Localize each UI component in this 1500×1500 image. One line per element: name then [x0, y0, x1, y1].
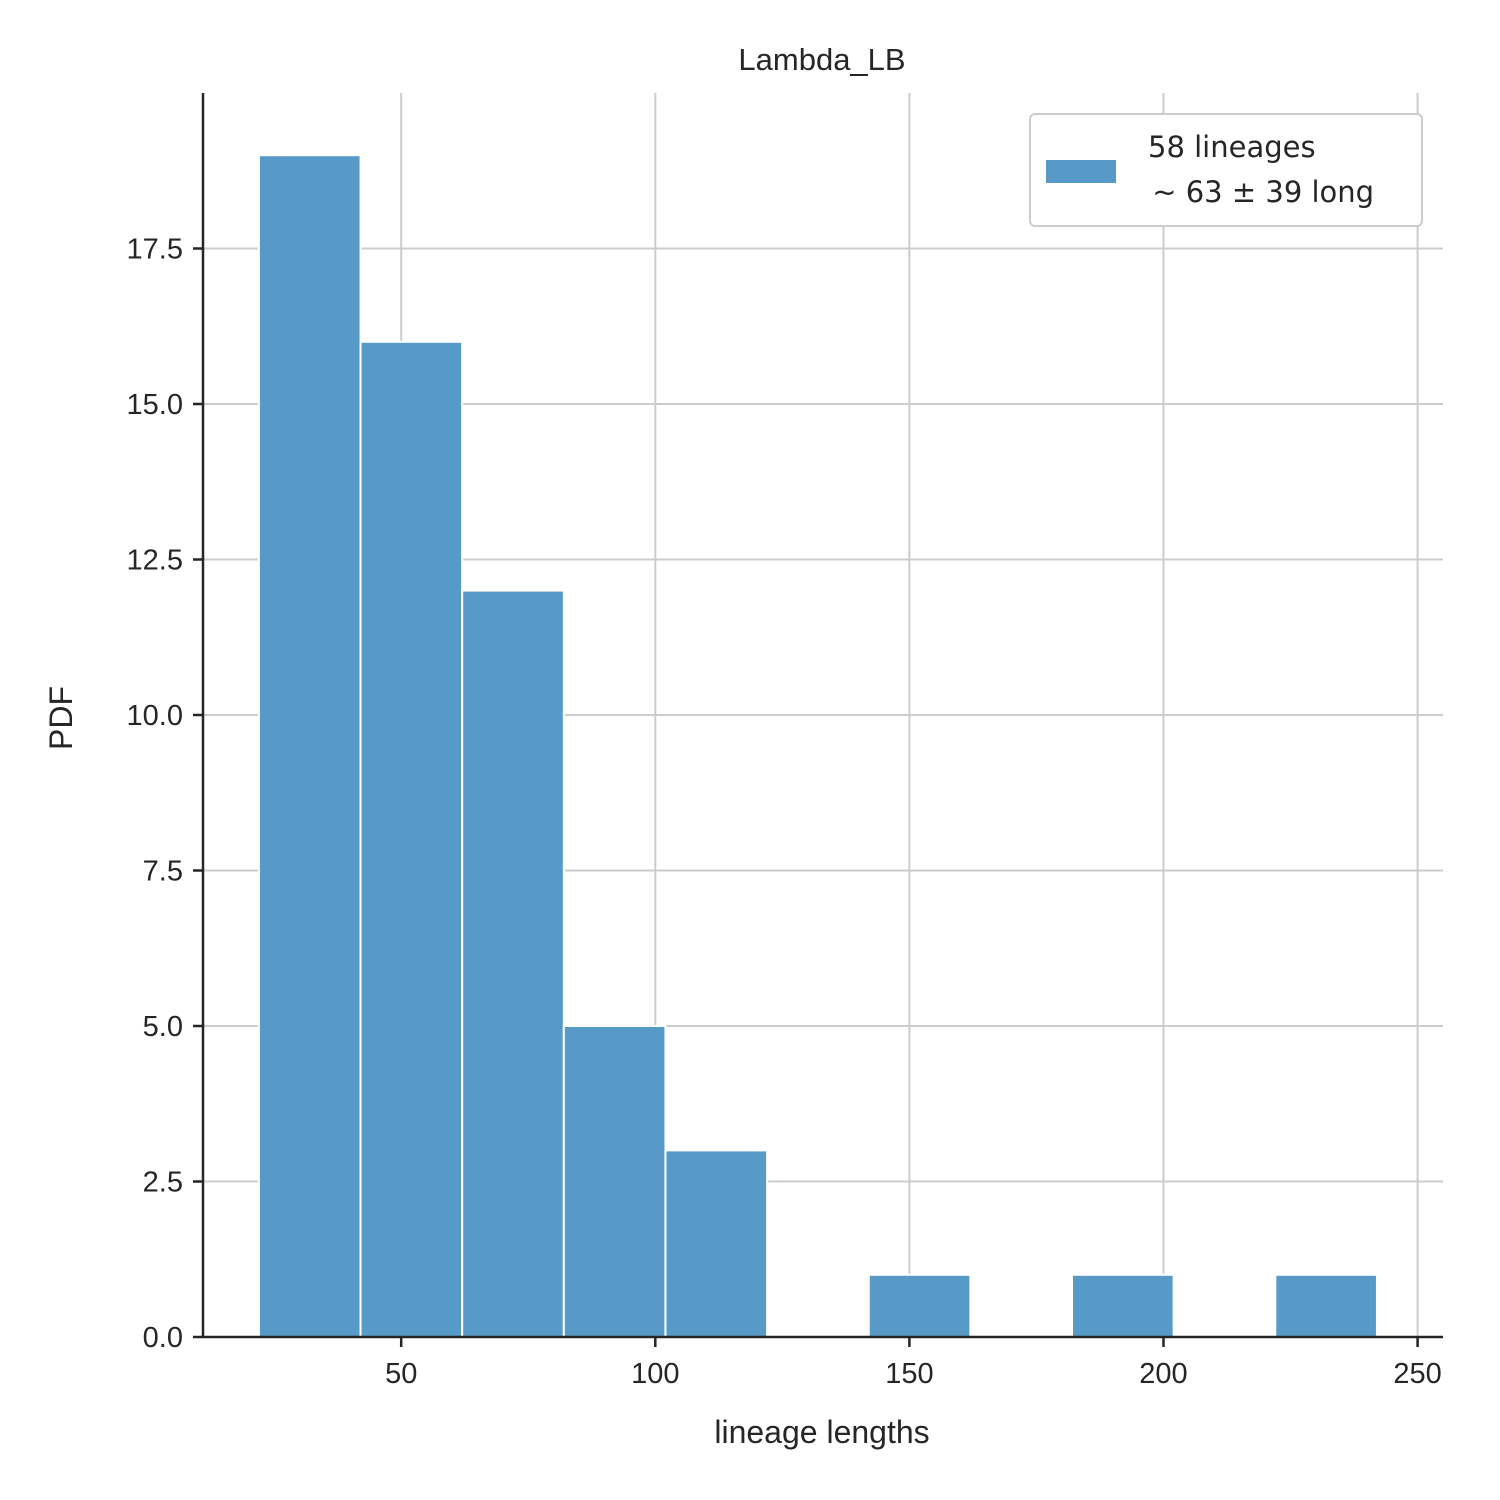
x-tick-label: 100 — [631, 1358, 679, 1390]
y-tick-label: 12.5 — [127, 545, 183, 577]
legend-line-2: ~ 63 ± 39 long — [1143, 175, 1374, 209]
histogram-bar — [1274, 1273, 1378, 1339]
y-tick-label: 10.0 — [127, 700, 183, 732]
histogram-bar — [461, 589, 565, 1338]
y-ticks: 0.0 2.5 5.0 7.5 10.0 12.5 15.0 17.5 — [127, 234, 203, 1354]
y-tick-label: 7.5 — [143, 856, 183, 888]
histogram-bar — [664, 1149, 769, 1339]
histogram-bar — [562, 1025, 667, 1338]
y-tick-label: 5.0 — [143, 1011, 183, 1043]
x-ticks: 50 100 150 200 250 — [385, 1337, 1442, 1390]
y-tick-label: 2.5 — [143, 1167, 183, 1199]
histogram-bar — [867, 1273, 972, 1339]
histogram-bar — [257, 154, 362, 1339]
histogram-bar — [359, 340, 464, 1338]
y-tick-label: 17.5 — [127, 234, 183, 266]
histogram-bars — [257, 154, 1378, 1339]
legend-frame — [1029, 113, 1423, 227]
x-tick-label: 50 — [385, 1358, 417, 1390]
y-axis-label: PDF — [43, 686, 79, 750]
x-tick-label: 150 — [885, 1358, 933, 1390]
x-tick-label: 200 — [1139, 1358, 1187, 1390]
legend-swatch — [1046, 160, 1116, 183]
legend: 58 lineages ~ 63 ± 39 long — [1029, 113, 1423, 227]
chart-title: Lambda_LB — [738, 42, 905, 77]
histogram-bar — [1071, 1273, 1175, 1339]
y-tick-label: 15.0 — [127, 389, 183, 421]
legend-line-1: 58 lineages — [1148, 130, 1316, 164]
x-axis-label: lineage lengths — [714, 1414, 929, 1450]
x-tick-label: 250 — [1393, 1358, 1441, 1390]
y-tick-label: 0.0 — [143, 1322, 183, 1354]
